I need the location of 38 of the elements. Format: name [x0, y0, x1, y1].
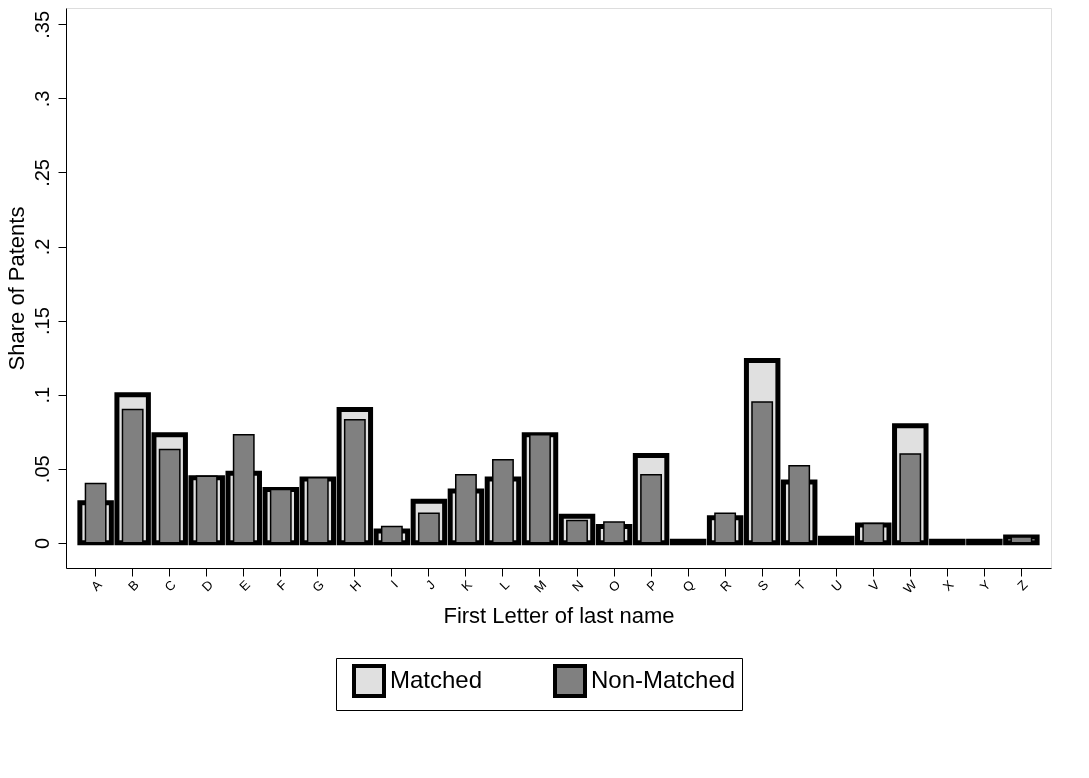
- x-axis-title: First Letter of last name: [443, 603, 675, 629]
- x-tick-label: Y: [976, 576, 994, 594]
- y-tick-label: .25: [30, 159, 53, 187]
- x-tick-label: A: [88, 576, 106, 594]
- x-tick-label: K: [458, 576, 476, 594]
- y-axis-title: Share of Patents: [3, 206, 29, 371]
- x-tick-label: U: [828, 577, 846, 595]
- x-tick-label: Z: [1014, 577, 1031, 594]
- x-tick-label: P: [643, 577, 661, 594]
- x-tick-label: E: [236, 576, 254, 594]
- x-tick-label: V: [865, 576, 883, 594]
- x-tick-label: R: [717, 577, 735, 595]
- y-tick-label: .3: [30, 90, 53, 108]
- y-tick-label: .35: [30, 10, 53, 39]
- y-tick-label: .1: [30, 386, 53, 404]
- y-tick-label: 0: [30, 537, 53, 549]
- x-tick-label: L: [496, 577, 513, 593]
- y-tick-label: .15: [30, 307, 53, 335]
- x-tick-label: J: [422, 577, 439, 593]
- x-tick-label: D: [198, 577, 216, 595]
- x-tick-label: O: [605, 577, 624, 595]
- x-tick-label: Q: [679, 577, 698, 595]
- x-tick-label: N: [568, 577, 587, 595]
- x-tick-label: C: [161, 577, 179, 595]
- x-tick-label: S: [754, 576, 772, 594]
- x-tick-label: T: [792, 577, 809, 594]
- x-tick-label: W: [900, 576, 920, 597]
- x-tick-label: M: [530, 577, 550, 596]
- y-tick-label: .05: [30, 455, 53, 484]
- x-tick-label: I: [387, 577, 402, 591]
- x-tick-label: B: [125, 577, 142, 594]
- x-tick-label: H: [346, 577, 365, 595]
- x-tick-label: G: [309, 577, 327, 595]
- y-tick-label: .2: [30, 238, 53, 256]
- x-tick-label: X: [939, 576, 957, 594]
- legend-label: Non-Matched: [591, 666, 736, 693]
- x-tick-label: F: [273, 577, 290, 594]
- legend-label: Matched: [390, 666, 483, 693]
